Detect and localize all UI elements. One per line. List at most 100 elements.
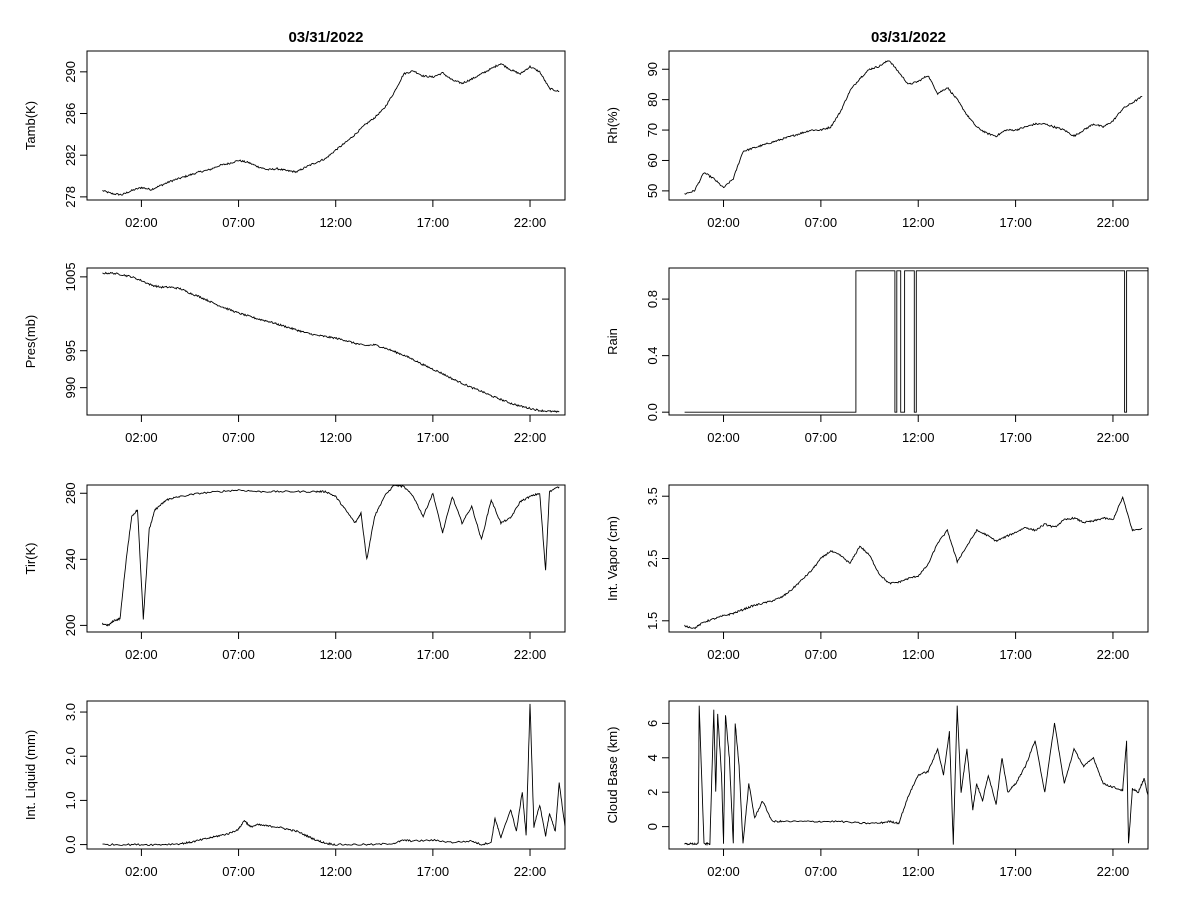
y-tick-label: 1.5 bbox=[645, 612, 660, 630]
y-tick-label: 200 bbox=[63, 615, 78, 637]
panel-1: 03/31/2022 02:00 07:00 12:00 17:00 22:00 50 60 7… bbox=[605, 29, 1149, 230]
x-tick-label: 17:00 bbox=[417, 215, 450, 230]
plot-frame bbox=[86, 700, 566, 850]
x-tick-label: 02:00 bbox=[707, 430, 740, 445]
y-tick-label: 278 bbox=[63, 186, 78, 208]
x-tick-label: 22:00 bbox=[1097, 647, 1130, 662]
x-tick-label: 07:00 bbox=[222, 430, 255, 445]
y-tick-label: 0 bbox=[645, 823, 660, 830]
x-tick-label: 22:00 bbox=[1097, 864, 1130, 879]
x-tick-label: 07:00 bbox=[805, 215, 838, 230]
panel-5: 02:00 07:00 12:00 17:00 22:00 1.5 2.5 3.5 Int. V… bbox=[605, 484, 1149, 662]
x-tick-label: 17:00 bbox=[999, 430, 1032, 445]
x-tick-label: 02:00 bbox=[125, 647, 158, 662]
y-tick-label: 0.8 bbox=[645, 290, 660, 308]
y-axis-label: Tir(K) bbox=[23, 542, 38, 574]
y-tick-label: 0.4 bbox=[645, 347, 660, 365]
x-tick-label: 02:00 bbox=[125, 215, 158, 230]
series-line bbox=[684, 705, 1149, 847]
y-tick-label: 990 bbox=[63, 377, 78, 399]
x-tick-label: 02:00 bbox=[707, 647, 740, 662]
y-tick-label: 2 bbox=[645, 789, 660, 796]
x-tick-label: 17:00 bbox=[999, 864, 1032, 879]
series-line bbox=[102, 63, 560, 196]
x-tick-label: 12:00 bbox=[902, 647, 935, 662]
y-axis-label: Rain bbox=[605, 328, 620, 355]
x-tick-label: 07:00 bbox=[805, 864, 838, 879]
y-axis-label: Pres(mb) bbox=[23, 315, 38, 368]
chart-title: 03/31/2022 bbox=[288, 29, 363, 46]
x-tick-label: 12:00 bbox=[319, 647, 352, 662]
plot-frame bbox=[86, 267, 566, 416]
x-tick-label: 17:00 bbox=[999, 647, 1032, 662]
panel-7: 02:00 07:00 12:00 17:00 22:00 0 2 4 6 Cloud Base … bbox=[605, 700, 1149, 879]
y-tick-label: 995 bbox=[63, 340, 78, 362]
y-tick-label: 1005 bbox=[63, 262, 78, 291]
x-tick-label: 02:00 bbox=[125, 864, 158, 879]
y-tick-label: 4 bbox=[645, 754, 660, 761]
y-tick-label: 80 bbox=[645, 92, 660, 106]
panel-2: 02:00 07:00 12:00 17:00 22:00 990 995 1005 Pres(… bbox=[23, 262, 566, 445]
x-tick-label: 02:00 bbox=[707, 215, 740, 230]
plot-frame bbox=[668, 267, 1149, 416]
series-line bbox=[684, 270, 1149, 413]
y-axis-label: Tamb(K) bbox=[23, 101, 38, 150]
y-tick-label: 3.0 bbox=[63, 703, 78, 721]
y-tick-label: 280 bbox=[63, 482, 78, 504]
y-axis-label: Int. Vapor (cm) bbox=[605, 516, 620, 601]
panel-3: 02:00 07:00 12:00 17:00 22:00 0.0 0.4 0.8 Rain bbox=[605, 267, 1149, 445]
series-line bbox=[102, 703, 566, 847]
y-tick-label: 282 bbox=[63, 144, 78, 166]
y-axis-label: Rh(%) bbox=[605, 107, 620, 144]
y-tick-label: 50 bbox=[645, 184, 660, 198]
x-tick-label: 22:00 bbox=[514, 430, 547, 445]
y-tick-label: 240 bbox=[63, 548, 78, 570]
x-tick-label: 17:00 bbox=[417, 430, 450, 445]
x-tick-label: 22:00 bbox=[1097, 215, 1130, 230]
x-tick-label: 07:00 bbox=[222, 864, 255, 879]
y-tick-label: 3.5 bbox=[645, 487, 660, 505]
y-tick-label: 90 bbox=[645, 62, 660, 76]
x-tick-label: 22:00 bbox=[1097, 430, 1130, 445]
plot-frame bbox=[668, 700, 1149, 850]
y-tick-label: 2.0 bbox=[63, 747, 78, 765]
x-tick-label: 12:00 bbox=[319, 430, 352, 445]
panel-0: 03/31/2022 02:00 07:00 12:00 17:00 22:00 278 28… bbox=[23, 29, 566, 230]
x-tick-label: 07:00 bbox=[805, 430, 838, 445]
y-axis-label: Cloud Base (km) bbox=[605, 727, 620, 824]
x-tick-label: 07:00 bbox=[805, 647, 838, 662]
x-tick-label: 22:00 bbox=[514, 215, 547, 230]
y-tick-label: 2.5 bbox=[645, 549, 660, 567]
series-line bbox=[684, 495, 1143, 630]
y-tick-label: 0.0 bbox=[63, 836, 78, 854]
series-line bbox=[102, 271, 560, 413]
x-tick-label: 12:00 bbox=[902, 430, 935, 445]
plot-frame bbox=[86, 484, 566, 633]
plot-frame bbox=[668, 50, 1149, 201]
x-tick-label: 12:00 bbox=[902, 864, 935, 879]
x-tick-label: 17:00 bbox=[417, 864, 450, 879]
y-tick-label: 286 bbox=[63, 103, 78, 125]
x-tick-label: 17:00 bbox=[999, 215, 1032, 230]
x-tick-label: 17:00 bbox=[417, 647, 450, 662]
x-tick-label: 22:00 bbox=[514, 647, 547, 662]
x-tick-label: 12:00 bbox=[319, 215, 352, 230]
y-tick-label: 290 bbox=[63, 61, 78, 83]
y-tick-label: 6 bbox=[645, 720, 660, 727]
plot-frame bbox=[86, 50, 566, 201]
y-tick-label: 1.0 bbox=[63, 791, 78, 809]
y-tick-label: 70 bbox=[645, 123, 660, 137]
y-tick-label: 0.0 bbox=[645, 403, 660, 421]
x-tick-label: 02:00 bbox=[125, 430, 158, 445]
panel-4: 02:00 07:00 12:00 17:00 22:00 200 240 280 Tir(K) bbox=[23, 482, 566, 662]
panel-6: 02:00 07:00 12:00 17:00 22:00 0.0 1.0 2.0 3.0 Int… bbox=[23, 700, 566, 879]
x-tick-label: 07:00 bbox=[222, 647, 255, 662]
x-tick-label: 22:00 bbox=[514, 864, 547, 879]
x-tick-label: 12:00 bbox=[319, 864, 352, 879]
series-line bbox=[102, 484, 560, 627]
series-line bbox=[684, 60, 1143, 195]
y-axis-label: Int. Liquid (mm) bbox=[23, 730, 38, 820]
y-tick-label: 60 bbox=[645, 153, 660, 167]
x-tick-label: 12:00 bbox=[902, 215, 935, 230]
